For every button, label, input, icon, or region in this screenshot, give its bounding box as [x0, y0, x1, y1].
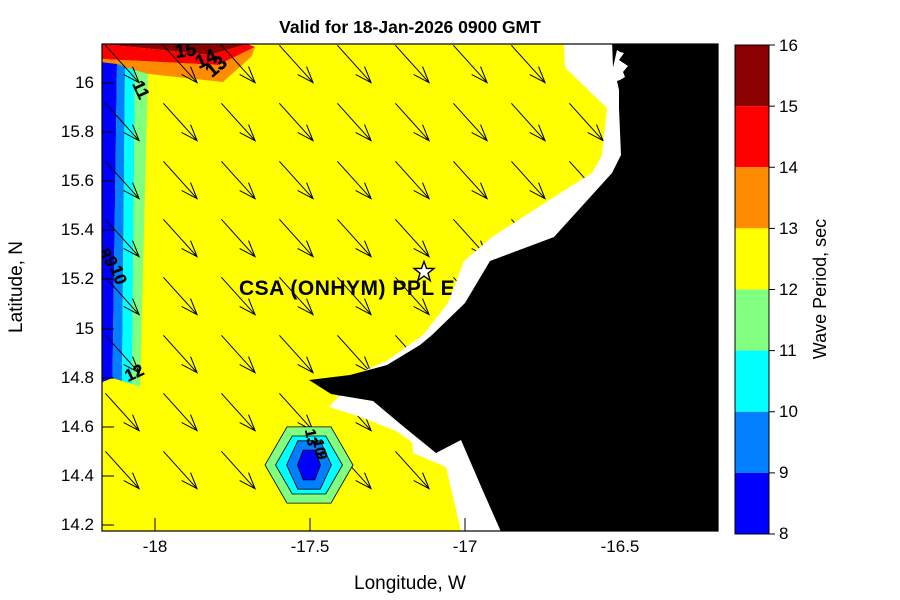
svg-text:14.8: 14.8 [61, 368, 94, 387]
svg-text:-17: -17 [453, 537, 478, 556]
svg-text:Wave Period, sec: Wave Period, sec [810, 219, 830, 359]
svg-text:9: 9 [779, 463, 788, 482]
svg-text:16: 16 [779, 36, 798, 55]
svg-text:15.6: 15.6 [61, 171, 94, 190]
svg-text:14.6: 14.6 [61, 417, 94, 436]
svg-text:15.4: 15.4 [61, 220, 94, 239]
svg-text:14: 14 [779, 158, 798, 177]
svg-text:-16.5: -16.5 [601, 537, 640, 556]
svg-text:15.2: 15.2 [61, 269, 94, 288]
svg-text:16: 16 [75, 73, 94, 92]
svg-text:15: 15 [779, 97, 798, 116]
svg-text:15.8: 15.8 [61, 122, 94, 141]
svg-text:10: 10 [779, 402, 798, 421]
svg-text:-17.5: -17.5 [291, 537, 330, 556]
svg-text:Valid for 18-Jan-2026 0900 GMT: Valid for 18-Jan-2026 0900 GMT [279, 17, 541, 37]
svg-text:15: 15 [75, 319, 94, 338]
svg-text:12: 12 [779, 280, 798, 299]
svg-text:Longitude, W: Longitude, W [354, 573, 466, 594]
svg-text:-18: -18 [143, 537, 168, 556]
svg-text:13: 13 [779, 219, 798, 238]
svg-text:Latitude, N: Latitude, N [6, 241, 27, 333]
svg-text:14.2: 14.2 [61, 515, 94, 534]
svg-text:11: 11 [779, 341, 797, 360]
svg-text:CSA (ONHYM) PPL EP: CSA (ONHYM) PPL EP [239, 277, 470, 300]
svg-text:8: 8 [779, 524, 788, 543]
svg-text:14.4: 14.4 [61, 466, 94, 485]
